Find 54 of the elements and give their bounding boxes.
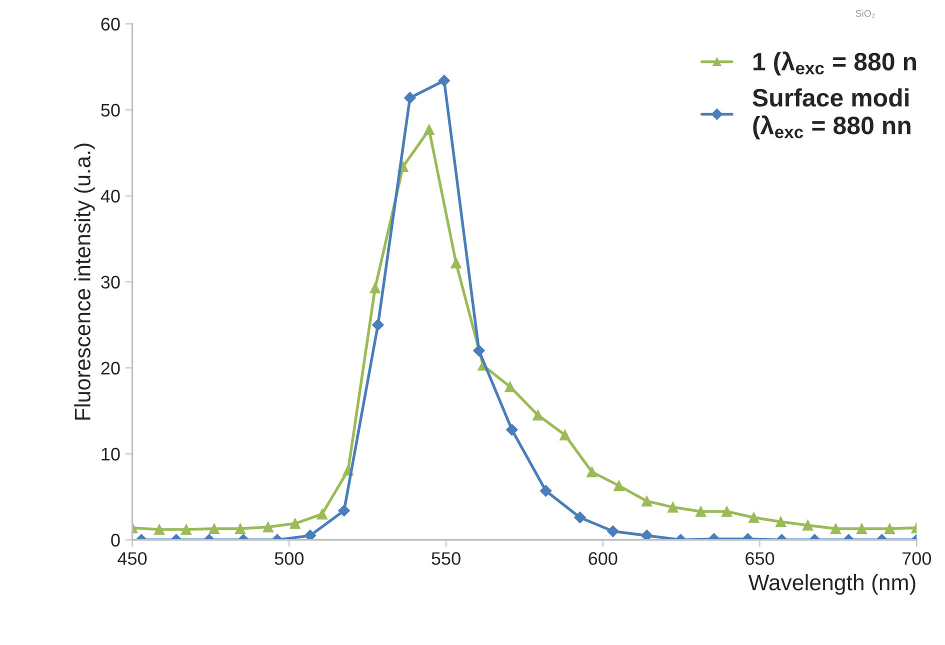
point <box>404 92 416 104</box>
x-axis-title: Wavelength (nm) <box>748 574 916 595</box>
point <box>208 523 220 534</box>
point <box>424 124 434 136</box>
point <box>721 506 732 517</box>
point <box>338 504 350 517</box>
point <box>504 381 516 392</box>
point <box>290 518 301 529</box>
x-tick-label: 700 <box>902 552 932 565</box>
point <box>607 525 619 538</box>
legend-label: Surface modi (λ$_{exc}$ = 880 nn <box>752 88 910 140</box>
x-tick-label: 650 <box>746 552 774 565</box>
point <box>304 530 316 540</box>
x-tick-label: 500 <box>274 552 304 565</box>
text: SiO₂ <box>856 10 875 18</box>
point <box>540 484 552 497</box>
y-tick-label: 40 <box>100 190 120 203</box>
point <box>667 502 678 513</box>
point <box>614 480 624 492</box>
point <box>316 508 328 520</box>
point <box>262 522 274 532</box>
point <box>450 258 462 268</box>
point <box>640 530 653 540</box>
point <box>856 523 868 534</box>
point <box>830 523 842 534</box>
y-tick-label: 60 <box>101 18 120 31</box>
y-tick-label: 50 <box>101 104 120 117</box>
point <box>586 466 598 478</box>
x-tick-label: 450 <box>118 552 147 565</box>
point <box>506 424 518 436</box>
y-tick-label: 20 <box>101 362 120 375</box>
point <box>574 512 586 524</box>
point <box>695 506 706 517</box>
x-tick-label: 600 <box>588 552 618 565</box>
point <box>884 523 896 534</box>
y-axis-title: Fluorescence intensity (u.a.) <box>74 144 95 420</box>
y-tick-label: 0 <box>111 534 120 547</box>
y-tick-label: 10 <box>102 448 120 461</box>
x-tick-label: 550 <box>432 552 460 565</box>
point <box>180 524 192 535</box>
point <box>473 344 485 357</box>
point <box>560 430 570 440</box>
legend-label: 1 (λ$_{exc}$ = 880 n <box>754 52 916 76</box>
point <box>532 410 544 421</box>
point <box>438 74 450 87</box>
point <box>802 520 814 531</box>
point <box>372 318 384 331</box>
point <box>641 496 652 507</box>
point <box>154 524 165 535</box>
point <box>748 512 760 523</box>
point <box>234 523 246 534</box>
point <box>775 516 786 528</box>
point <box>370 282 381 294</box>
y-tick-label: 30 <box>101 276 120 289</box>
